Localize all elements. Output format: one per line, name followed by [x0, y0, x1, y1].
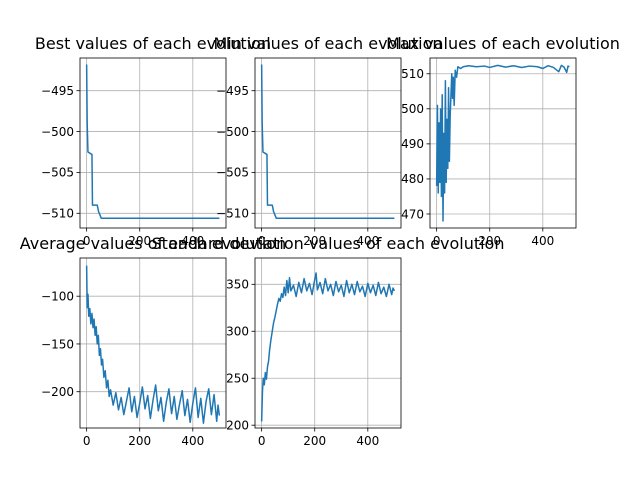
x-tick-label: 200	[303, 234, 326, 248]
x-tick-label: 200	[303, 434, 326, 448]
y-tick-label: −500	[41, 125, 74, 139]
y-tick-label: 480	[401, 172, 424, 186]
series-line	[260, 64, 395, 219]
y-tick-label: −495	[41, 84, 74, 98]
series-line	[435, 64, 570, 222]
chart-title: Best values of each evolution	[35, 34, 271, 53]
y-tick-label: 510	[401, 67, 424, 81]
y-tick-label: 470	[401, 207, 424, 221]
subplot-1: 0 200 400 −495 −500 −505 −510	[41, 57, 227, 248]
y-tick-label: 200	[226, 418, 249, 432]
y-tick-label: −150	[41, 337, 74, 351]
axes-frame	[79, 257, 227, 429]
y-tick-label: −510	[216, 207, 249, 221]
y-tick-label: 500	[401, 102, 424, 116]
x-tick-label: 400	[356, 434, 379, 448]
axes-frame	[254, 57, 402, 229]
series-line	[260, 272, 396, 422]
x-tick-label: 400	[181, 234, 204, 248]
chart-title: Average values of each evolution	[20, 234, 286, 253]
x-tick-label: 0	[83, 234, 91, 248]
series-line	[85, 265, 221, 424]
subplot-3: 0 200 400 470 480 490 500 510	[401, 57, 577, 248]
chart-title: Min values of each evolution	[213, 34, 442, 53]
subplot-4: 0 200 400 −100 −150 −200	[41, 257, 227, 448]
y-tick-label: −510	[41, 207, 74, 221]
subplot-5: 0 200 400 200 250 300 350	[226, 257, 402, 448]
series-line	[85, 64, 220, 219]
x-tick-label: 200	[128, 234, 151, 248]
y-tick-label: 300	[226, 325, 249, 339]
x-tick-label: 0	[258, 234, 266, 248]
x-tick-label: 0	[433, 234, 441, 248]
chart-title: Standard deviation values of each evolut…	[152, 234, 505, 253]
subplot-2: 0 200 400 −495 −500 −505 −510	[216, 57, 402, 248]
x-tick-label: 400	[531, 234, 554, 248]
y-tick-label: 490	[401, 137, 424, 151]
axes-frame	[79, 57, 227, 229]
y-tick-label: −200	[41, 385, 74, 399]
x-tick-label: 400	[181, 434, 204, 448]
y-tick-label: −500	[216, 125, 249, 139]
x-tick-label: 200	[478, 234, 501, 248]
axes-frame	[429, 57, 577, 229]
chart-title: Max values of each evolution	[386, 34, 620, 53]
y-tick-label: 350	[226, 278, 249, 292]
y-tick-label: −505	[216, 166, 249, 180]
y-tick-label: −100	[41, 290, 74, 304]
y-tick-label: 250	[226, 372, 249, 386]
x-tick-label: 0	[258, 434, 266, 448]
axes-frame	[254, 257, 402, 429]
x-tick-label: 200	[128, 434, 151, 448]
x-tick-label: 400	[356, 234, 379, 248]
y-tick-label: −495	[216, 84, 249, 98]
x-tick-label: 0	[83, 434, 91, 448]
y-tick-label: −505	[41, 166, 74, 180]
